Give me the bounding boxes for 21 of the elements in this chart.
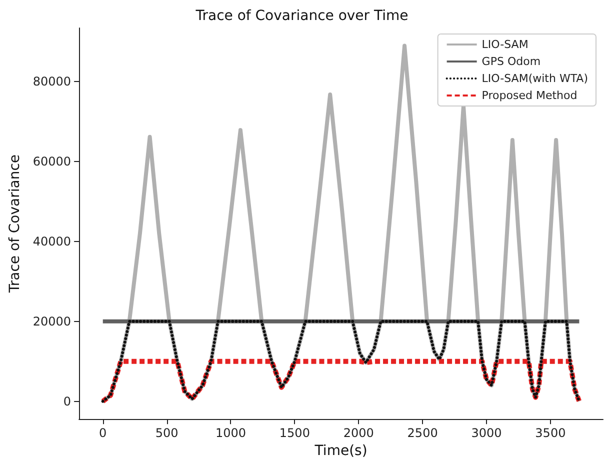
y-tick-label: 80000 (32, 74, 72, 89)
chart-title: Trace of Covariance over Time (194, 8, 408, 24)
x-tick-label: 2000 (343, 426, 374, 440)
x-tick-label: 1000 (215, 426, 246, 440)
legend-label: GPS Odom (482, 55, 541, 68)
legend-label: LIO-SAM(with WTA) (482, 72, 588, 85)
y-tick-label: 60000 (32, 154, 72, 169)
x-tick-label: 0 (99, 426, 107, 440)
y-tick-label: 0 (63, 394, 72, 408)
legend-label: Proposed Method (482, 89, 578, 102)
line-series (101, 320, 581, 403)
legend-label: LIO-SAM (482, 38, 528, 51)
x-tick-label: 500 (155, 426, 178, 440)
x-tick-label: 2500 (407, 426, 438, 440)
y-tick-label: 20000 (32, 314, 72, 328)
x-tick-label: 3000 (471, 426, 502, 440)
y-axis-title: Trace of Covariance (7, 154, 23, 294)
y-tick-label: 40000 (32, 234, 72, 249)
x-tick-label: 3500 (535, 426, 566, 440)
x-axis-title: Time(s) (314, 443, 368, 459)
x-tick-label: 1500 (279, 426, 310, 440)
